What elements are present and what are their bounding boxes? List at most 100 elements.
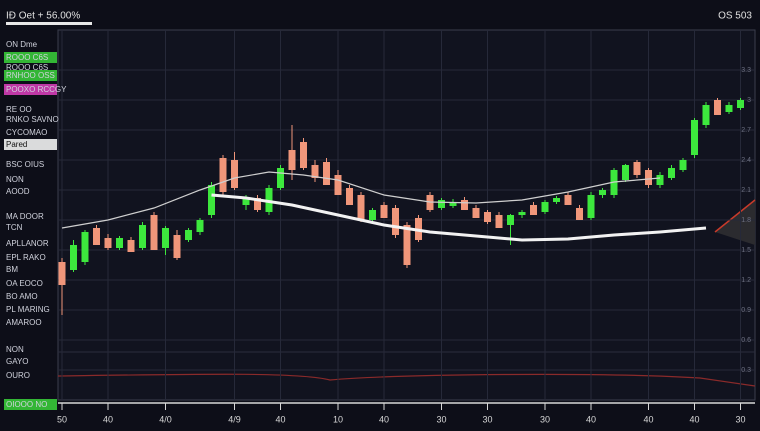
candle-body [150, 215, 158, 250]
sidebar-item: ROOO C6S [6, 63, 48, 72]
candle-body [288, 150, 296, 170]
candle-body [139, 225, 146, 248]
candle-body [530, 205, 537, 215]
sidebar-highlight [4, 52, 57, 63]
candle-body [300, 142, 307, 168]
candle-body [725, 105, 733, 112]
y-tick-label: 1.8 [741, 217, 751, 224]
moving-average [61, 171, 661, 229]
sidebar-item: EPL RAKO [6, 253, 46, 262]
trend-line [714, 199, 756, 233]
candle-body [599, 190, 606, 195]
indicator-line [57, 373, 756, 387]
candle-body [633, 162, 641, 175]
sidebar-item: ON Dme [6, 40, 38, 49]
candle-body [403, 225, 411, 265]
x-tick-label: 40 [103, 414, 113, 424]
candle-body [518, 212, 526, 215]
moving-average [211, 193, 707, 242]
candle-body [346, 188, 353, 205]
candle-body [323, 162, 330, 185]
candle-body [714, 100, 721, 115]
candle-body [553, 198, 560, 202]
candle-body [691, 120, 698, 155]
candle-body [58, 262, 66, 285]
sidebar-highlight [4, 84, 57, 95]
sidebar-item: Pared [6, 140, 27, 149]
candle-body [622, 165, 629, 180]
sidebar-item: GAYO [6, 357, 29, 366]
candle-body [472, 208, 480, 218]
sidebar-item: OA EOCO [6, 279, 43, 288]
sidebar-highlight [4, 139, 57, 150]
y-tick-label: 3.3 [741, 67, 751, 74]
candle-body [461, 200, 468, 210]
sidebar-item: BO AMO [6, 292, 38, 301]
candle-body [392, 208, 399, 235]
sidebar-highlight [4, 70, 57, 81]
x-tick-label: 4/9 [228, 414, 241, 424]
x-tick-label: 40 [275, 414, 285, 424]
header-bar [6, 22, 92, 25]
candle-body [173, 235, 181, 258]
x-tick-label: 40 [586, 414, 596, 424]
x-tick-label: 30 [436, 414, 446, 424]
x-tick-label: 40 [643, 414, 653, 424]
projection-shade [715, 200, 755, 245]
sidebar-item: PL MARING [6, 305, 50, 314]
x-tick-label: 30 [482, 414, 492, 424]
candle-body [208, 185, 215, 215]
x-tick-label: 40 [379, 414, 389, 424]
sidebar-item: AOOD [6, 187, 30, 196]
x-tick-label: 50 [57, 414, 67, 424]
plot-area [57, 29, 756, 401]
sidebar-item: TCN [6, 223, 23, 232]
candle-body [231, 160, 238, 188]
sidebar-item: RNHOO OSS [6, 71, 55, 80]
y-tick-label: 1.2 [741, 277, 751, 284]
candle-body [357, 195, 365, 220]
y-tick-label: 2.7 [741, 127, 751, 134]
sidebar-item: NON [6, 345, 24, 354]
candle-body [219, 158, 227, 192]
sidebar-item: OIOOO NO [6, 400, 47, 409]
candle-body [576, 208, 583, 220]
candle-body [380, 205, 388, 218]
sidebar-item: OURO [6, 371, 30, 380]
candle-body [70, 245, 77, 270]
sidebar-item: MA DOOR [6, 212, 44, 221]
sidebar-item: CYCOMAO [6, 128, 47, 137]
y-tick-label: 3 [747, 97, 751, 104]
candle-body [277, 168, 284, 188]
candle-body [449, 202, 457, 206]
y-tick-label: 1.5 [741, 247, 751, 254]
candle-body [369, 210, 376, 220]
candle-body [668, 168, 675, 178]
sidebar-item: AMAROO [6, 318, 42, 327]
candle-body [587, 195, 595, 218]
candle-body [507, 215, 514, 225]
x-tick-label: 30 [735, 414, 745, 424]
candle-body [93, 228, 100, 245]
sidebar-item: BM [6, 265, 18, 274]
y-tick-label: 2.1 [741, 187, 751, 194]
header-title: IÐ Oet + 56.00% [6, 11, 80, 22]
x-tick-label: 40 [689, 414, 699, 424]
candle-body [196, 220, 204, 232]
candle-body [484, 212, 491, 222]
candle-body [495, 215, 503, 228]
candle-body [645, 170, 652, 185]
x-tick-label: 30 [540, 414, 550, 424]
y-tick-label: 0.3 [741, 367, 751, 374]
sidebar-item: NON [6, 175, 24, 184]
y-tick-label: 2.4 [741, 157, 751, 164]
candle-body [242, 197, 250, 205]
candle-body [116, 238, 123, 248]
x-tick-label: 4/0 [159, 414, 172, 424]
candle-body [185, 230, 192, 240]
y-tick-label: 0.6 [741, 337, 751, 344]
candle-body [311, 165, 319, 178]
candle-body [737, 100, 744, 108]
